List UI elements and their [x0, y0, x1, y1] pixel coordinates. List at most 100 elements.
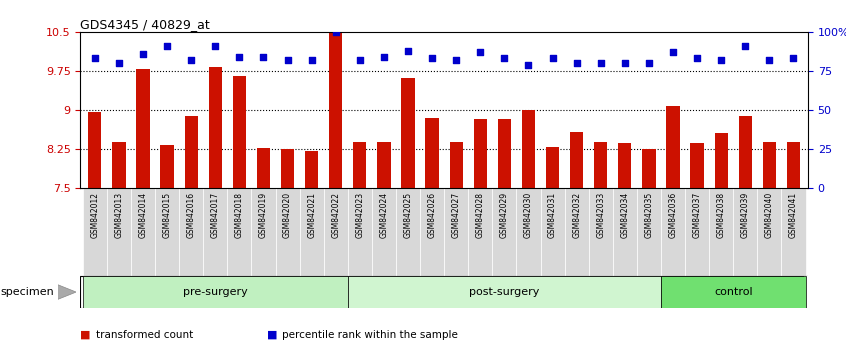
Point — [113, 60, 126, 66]
Bar — [209, 67, 222, 188]
Bar — [401, 78, 415, 188]
Bar — [88, 112, 102, 188]
Point — [281, 57, 294, 63]
Text: GSM842018: GSM842018 — [235, 192, 244, 238]
Point — [714, 57, 728, 63]
Bar — [642, 149, 656, 188]
Point — [690, 56, 704, 61]
Point — [667, 49, 680, 55]
Bar — [733, 188, 757, 276]
Bar — [474, 119, 487, 188]
Text: GSM842024: GSM842024 — [379, 192, 388, 238]
Bar — [113, 142, 125, 188]
Bar — [661, 276, 805, 308]
Point — [208, 43, 222, 49]
Point — [642, 60, 656, 66]
Text: GSM842016: GSM842016 — [187, 192, 195, 238]
Text: GSM842023: GSM842023 — [355, 192, 365, 238]
Text: pre-surgery: pre-surgery — [183, 287, 248, 297]
Bar — [83, 188, 107, 276]
Bar — [83, 276, 348, 308]
Text: GSM842020: GSM842020 — [283, 192, 292, 238]
Bar — [353, 142, 366, 188]
Bar — [763, 142, 776, 188]
Bar — [426, 118, 439, 188]
Polygon shape — [58, 285, 76, 299]
Bar — [564, 188, 589, 276]
Point — [497, 56, 511, 61]
Bar — [541, 188, 564, 276]
Text: GSM842036: GSM842036 — [668, 192, 678, 238]
Text: GSM842025: GSM842025 — [404, 192, 413, 238]
Bar — [396, 188, 420, 276]
Text: ■: ■ — [266, 330, 277, 340]
Bar — [589, 188, 613, 276]
Text: ■: ■ — [80, 330, 91, 340]
Point — [136, 51, 150, 57]
Bar — [420, 188, 444, 276]
Text: GSM842033: GSM842033 — [596, 192, 605, 238]
Text: post-surgery: post-surgery — [470, 287, 540, 297]
Point — [546, 56, 559, 61]
Bar — [184, 116, 198, 188]
Bar — [161, 145, 173, 188]
Bar — [281, 149, 294, 188]
Bar — [594, 142, 607, 188]
Point — [161, 43, 174, 49]
Bar — [233, 76, 246, 188]
Bar — [570, 132, 583, 188]
Bar — [782, 188, 805, 276]
Bar — [155, 188, 179, 276]
Text: GSM842022: GSM842022 — [332, 192, 340, 238]
Point — [305, 57, 318, 63]
Point — [353, 57, 366, 63]
Bar — [739, 116, 752, 188]
Text: GSM842027: GSM842027 — [452, 192, 461, 238]
Text: control: control — [714, 287, 753, 297]
Text: GSM842040: GSM842040 — [765, 192, 774, 238]
Text: GSM842035: GSM842035 — [645, 192, 653, 238]
Text: specimen: specimen — [0, 287, 54, 297]
Bar — [787, 142, 800, 188]
Text: GSM842029: GSM842029 — [500, 192, 509, 238]
Bar — [299, 188, 324, 276]
Point — [762, 57, 776, 63]
Bar — [468, 188, 492, 276]
Bar — [522, 110, 535, 188]
Bar — [613, 188, 637, 276]
Bar — [685, 188, 709, 276]
Point — [401, 48, 415, 53]
Text: GSM842013: GSM842013 — [114, 192, 124, 238]
Text: GSM842037: GSM842037 — [693, 192, 701, 238]
Point — [184, 57, 198, 63]
Text: percentile rank within the sample: percentile rank within the sample — [282, 330, 458, 340]
Text: GSM842030: GSM842030 — [524, 192, 533, 238]
Text: GSM842021: GSM842021 — [307, 192, 316, 238]
Bar — [228, 188, 251, 276]
Text: GSM842038: GSM842038 — [717, 192, 726, 238]
Bar — [276, 188, 299, 276]
Point — [449, 57, 463, 63]
Text: GSM842026: GSM842026 — [427, 192, 437, 238]
Bar — [348, 276, 661, 308]
Bar — [203, 188, 228, 276]
Text: GSM842031: GSM842031 — [548, 192, 557, 238]
Point — [739, 43, 752, 49]
Point — [256, 54, 270, 59]
Text: GSM842012: GSM842012 — [91, 192, 99, 238]
Point — [570, 60, 584, 66]
Bar — [131, 188, 155, 276]
Text: GSM842034: GSM842034 — [620, 192, 629, 238]
Point — [426, 56, 439, 61]
Bar — [757, 188, 782, 276]
Bar — [492, 188, 516, 276]
Point — [233, 54, 246, 59]
Bar — [136, 69, 150, 188]
Point — [377, 54, 391, 59]
Bar — [324, 188, 348, 276]
Point — [787, 56, 800, 61]
Bar — [251, 188, 276, 276]
Bar — [637, 188, 661, 276]
Bar — [329, 33, 343, 188]
Text: transformed count: transformed count — [96, 330, 193, 340]
